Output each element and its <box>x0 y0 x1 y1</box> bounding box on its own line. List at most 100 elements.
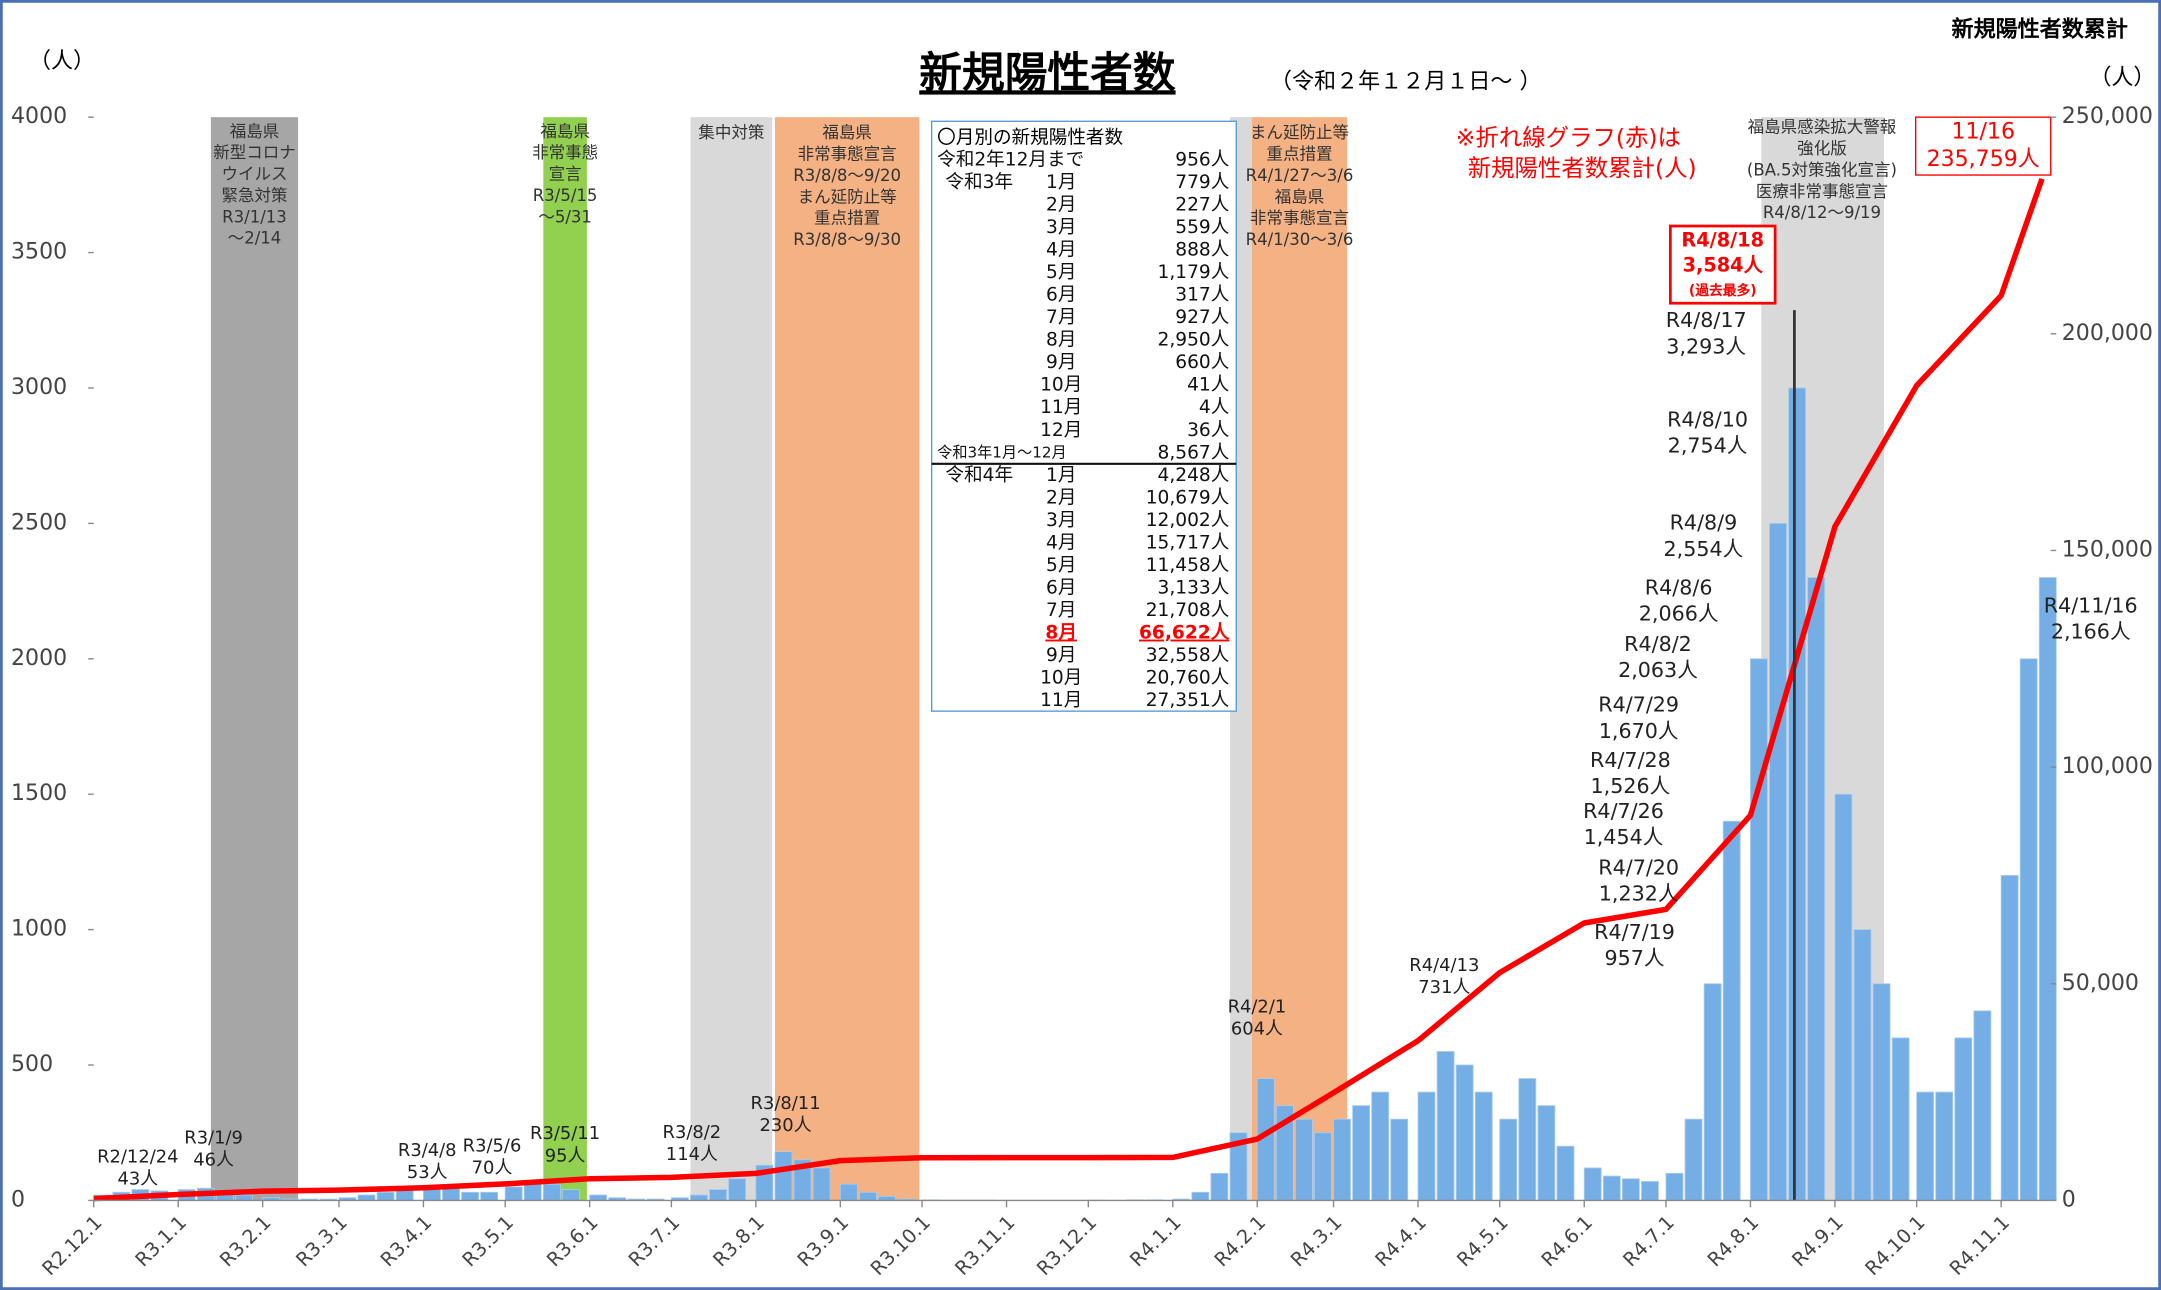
table-month: 7月 <box>1046 307 1076 328</box>
annotation: (過去最多) <box>1689 282 1757 299</box>
annotation: R3/4/8 <box>398 1140 457 1161</box>
bar <box>1499 1118 1518 1201</box>
period-label: 非常事態 <box>532 143 598 162</box>
period-label: R3/1/13 <box>222 207 287 226</box>
annotation: R4/4/13 <box>1409 955 1479 976</box>
bar <box>1973 1010 1992 1201</box>
y2-axis-title: 新規陽性者数累計 <box>1952 16 2128 42</box>
y2-axis-unit: （人） <box>2089 66 2155 91</box>
bar <box>1210 1172 1229 1201</box>
bar <box>504 1186 523 1201</box>
bar <box>1641 1181 1659 1201</box>
table-month: 2月 <box>1046 487 1076 508</box>
bar <box>1703 983 1722 1201</box>
bar <box>1954 1037 1973 1201</box>
table-value: 41人 <box>1187 375 1229 396</box>
table-value: 317人 <box>1175 285 1229 306</box>
annotation: 43人 <box>117 1169 158 1190</box>
y-tick-label: 3000 <box>11 375 67 400</box>
table-month: 1月 <box>1046 172 1076 193</box>
y-tick-label: 1000 <box>11 917 67 942</box>
annotation: 95人 <box>545 1145 586 1166</box>
bar <box>561 1189 580 1201</box>
y2-tick-label: 250,000 <box>2062 104 2153 129</box>
note: 新規陽性者数累計(人) <box>1468 154 1697 182</box>
table-value: 36人 <box>1187 420 1229 441</box>
end-label-box <box>1914 116 2052 176</box>
bar <box>1935 1091 1954 1201</box>
peak-box <box>1668 224 1777 305</box>
annotation: R4/7/19 <box>1594 920 1675 944</box>
bar <box>234 1194 253 1201</box>
annotation: R4/8/18 <box>1681 229 1764 252</box>
table-box <box>930 120 1237 712</box>
bar <box>1191 1191 1210 1201</box>
period-label: R3/5/15 <box>533 186 598 205</box>
table-value: 20,760人 <box>1146 668 1230 689</box>
annotation: R4/8/2 <box>1624 632 1692 656</box>
bar <box>461 1191 479 1201</box>
period-label: 福島県 <box>822 123 872 142</box>
table-value: 11,458人 <box>1146 555 1230 576</box>
bar <box>1455 1064 1474 1201</box>
y2-tick-label: 0 <box>2062 1187 2076 1212</box>
bar <box>1834 793 1853 1201</box>
table-month: 6月 <box>1046 285 1076 306</box>
annotation: 114人 <box>666 1144 718 1165</box>
bar <box>812 1167 831 1201</box>
annotation: 3,293人 <box>1666 334 1746 358</box>
bar <box>1872 983 1891 1201</box>
period-band <box>690 117 773 1201</box>
y-tick-label: 500 <box>11 1052 53 1077</box>
table-month: 7月 <box>1046 600 1076 621</box>
annotation: 2,554人 <box>1664 537 1744 561</box>
y2-tick-label: 50,000 <box>2062 971 2139 996</box>
period-label: ～5/31 <box>538 207 592 226</box>
annotation: 1,526人 <box>1590 774 1670 798</box>
bar <box>1788 387 1807 1201</box>
table-group: 令和4年 <box>945 465 1013 486</box>
bar <box>1769 522 1787 1201</box>
period-label: まん延防止等 <box>798 187 897 206</box>
period-label: まん延防止等 <box>1250 123 1349 142</box>
bar <box>1853 929 1872 1201</box>
annotation: R4/8/9 <box>1670 511 1738 535</box>
bar <box>1352 1105 1371 1201</box>
annotation: 70人 <box>472 1158 513 1179</box>
bar <box>2038 577 2057 1201</box>
annotation: 2,754人 <box>1668 434 1748 458</box>
table-group: 令和3年 <box>945 172 1013 193</box>
period-label: R3/8/8～9/30 <box>793 230 901 249</box>
annotation: R3/1/9 <box>184 1127 243 1148</box>
bar <box>709 1189 727 1201</box>
table-value: 779人 <box>1175 172 1229 193</box>
table-value: 660人 <box>1175 352 1229 373</box>
annotation: R3/8/2 <box>663 1122 722 1143</box>
table-group: 令和3年1月～12月 <box>937 443 1067 461</box>
bar <box>1916 1091 1935 1201</box>
bar <box>1583 1167 1602 1201</box>
annotation: 1,454人 <box>1584 825 1664 849</box>
y-axis-unit: （人） <box>29 49 95 74</box>
bar <box>858 1191 877 1201</box>
bar <box>1333 1118 1351 1201</box>
bar <box>1621 1178 1640 1201</box>
period-label: 強化版 <box>1797 139 1847 158</box>
annotation: 2,166人 <box>2051 620 2131 644</box>
annotation: R4/8/6 <box>1645 575 1713 599</box>
bar <box>442 1187 460 1201</box>
table-value: 15,717人 <box>1146 532 1230 553</box>
annotation: 1,670人 <box>1599 719 1679 743</box>
bar <box>1722 820 1741 1201</box>
bar <box>357 1194 376 1201</box>
bar <box>589 1194 608 1201</box>
bar <box>774 1151 793 1201</box>
table-month: 11月 <box>1040 397 1082 418</box>
annotation: 604人 <box>1231 1019 1283 1040</box>
table-value: 10,679人 <box>1146 487 1230 508</box>
y-tick-label: 0 <box>11 1187 25 1212</box>
period-label: 重点措置 <box>1266 145 1332 164</box>
table-month: 10月 <box>1040 375 1082 396</box>
annotation: R4/7/29 <box>1598 693 1679 717</box>
